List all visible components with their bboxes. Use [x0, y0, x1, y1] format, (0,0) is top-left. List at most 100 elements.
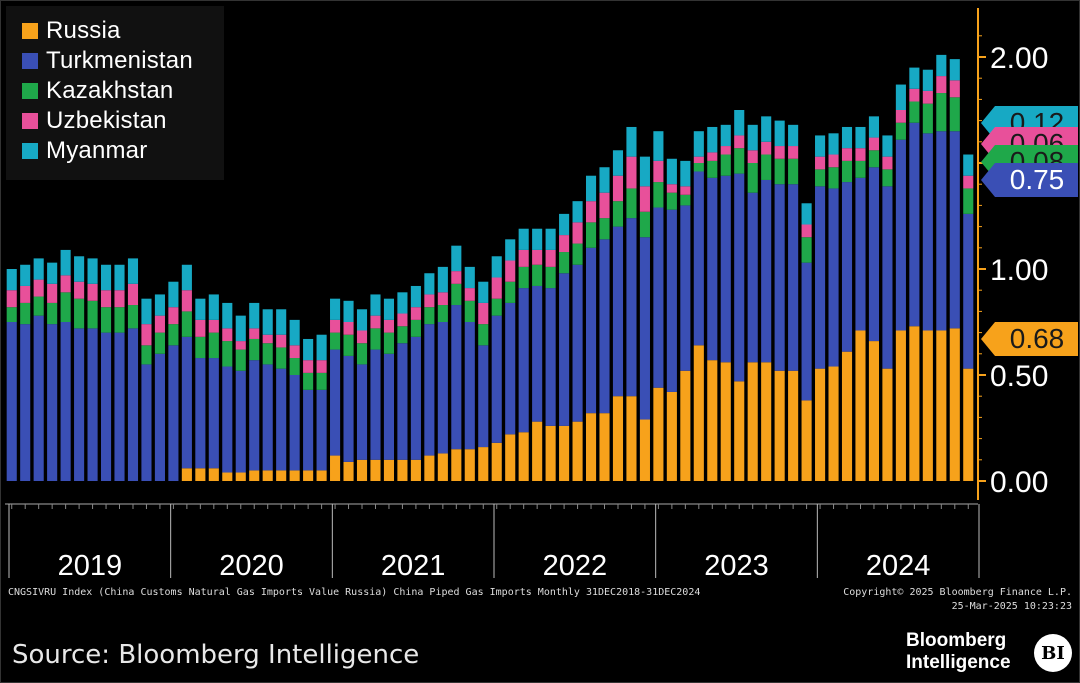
year-label: 2021 [381, 550, 446, 582]
bar-turkmenistan [262, 364, 273, 471]
bar-myanmar [720, 124, 731, 147]
bar-kazakhstan [855, 160, 866, 178]
bar-uzbekistan [424, 294, 435, 308]
bar-kazakhstan [195, 336, 206, 359]
bar-uzbekistan [639, 186, 650, 212]
bar-turkmenistan [397, 343, 408, 460]
bar-kazakhstan [895, 122, 906, 140]
bar-myanmar [599, 167, 610, 193]
bar-kazakhstan [734, 148, 745, 174]
bar-myanmar [249, 302, 260, 329]
bar-uzbekistan [154, 315, 165, 333]
bar-russia [424, 455, 435, 481]
bar-kazakhstan [572, 243, 583, 265]
bar-russia [343, 461, 354, 481]
y-tick-label: 2.00 [990, 42, 1048, 75]
bar-uzbekistan [464, 288, 475, 301]
bar-kazakhstan [127, 305, 139, 329]
year-label: 2022 [543, 550, 608, 582]
bar-russia [410, 459, 421, 481]
brand-line-1: Bloomberg [906, 630, 1007, 651]
bar-turkmenistan [222, 366, 233, 473]
bar-turkmenistan [276, 368, 287, 471]
bar-kazakhstan [693, 163, 704, 172]
bar-kazakhstan [114, 307, 125, 333]
bar-myanmar [774, 120, 785, 147]
bar-uzbekistan [491, 277, 502, 299]
bar-kazakhstan [20, 302, 31, 325]
bar-kazakhstan [639, 211, 650, 238]
bar-turkmenistan [666, 209, 677, 392]
bar-myanmar [47, 262, 58, 284]
bar-turkmenistan [451, 305, 462, 450]
bar-turkmenistan [545, 288, 556, 426]
legend-item-turkmenistan: Turkmenistan [6, 46, 224, 76]
bar-uzbekistan [47, 283, 58, 303]
legend-label: Myanmar [46, 137, 148, 164]
bar-myanmar [60, 249, 71, 276]
bar-myanmar [235, 315, 246, 342]
bar-turkmenistan [60, 322, 71, 481]
bar-russia [801, 400, 812, 481]
bar-myanmar [868, 116, 880, 138]
bar-turkmenistan [6, 322, 17, 481]
year-label: 2023 [704, 550, 769, 582]
bar-kazakhstan [841, 160, 853, 183]
bar-uzbekistan [330, 319, 341, 333]
bar-turkmenistan [410, 336, 421, 460]
bar-kazakhstan [356, 343, 368, 365]
bar-kazakhstan [249, 338, 260, 361]
bar-uzbekistan [316, 360, 327, 373]
bar-myanmar [195, 298, 206, 320]
bar-uzbekistan [370, 315, 381, 329]
bar-uzbekistan [693, 156, 704, 163]
bar-myanmar [343, 300, 354, 322]
bar-turkmenistan [87, 328, 98, 481]
bar-myanmar [33, 258, 44, 280]
bar-russia [774, 370, 785, 481]
bar-russia [761, 362, 772, 481]
bar-kazakhstan [666, 192, 677, 210]
bar-uzbekistan [262, 334, 273, 344]
bar-kazakhstan [397, 326, 408, 344]
bar-uzbekistan [815, 156, 826, 170]
end-value-tag [981, 163, 1078, 197]
bar-uzbekistan [100, 290, 112, 308]
bar-myanmar [222, 302, 233, 329]
bar-russia [949, 328, 960, 481]
bar-kazakhstan [491, 298, 502, 316]
bar-kazakhstan [680, 194, 691, 206]
bar-myanmar [289, 319, 300, 346]
bar-turkmenistan [599, 239, 610, 414]
bar-russia [505, 434, 516, 481]
bar-turkmenistan [680, 205, 691, 371]
bar-russia [666, 391, 677, 481]
bar-kazakhstan [208, 332, 219, 359]
legend-swatch [22, 53, 38, 69]
bar-uzbekistan [114, 290, 125, 308]
bi-badge-icon: BI [1034, 634, 1072, 672]
brand-line-2: Intelligence [906, 652, 1011, 673]
bar-myanmar [895, 84, 906, 110]
bar-uzbekistan [505, 260, 516, 282]
bar-turkmenistan [316, 389, 327, 471]
bar-russia [437, 453, 448, 481]
bar-myanmar [639, 156, 650, 187]
bar-myanmar [424, 273, 435, 295]
bar-myanmar [585, 175, 597, 202]
bar-uzbekistan [666, 184, 677, 193]
bar-myanmar [572, 201, 583, 223]
bar-uzbekistan [60, 275, 71, 293]
bar-russia [464, 449, 475, 481]
bar-kazakhstan [141, 345, 152, 365]
bar-turkmenistan [936, 131, 947, 331]
bar-uzbekistan [33, 279, 44, 297]
bar-myanmar [168, 281, 179, 308]
bar-myanmar [734, 110, 745, 136]
bar-kazakhstan [303, 372, 314, 390]
bar-turkmenistan [370, 349, 381, 460]
source-text: Source: Bloomberg Intelligence [12, 640, 420, 670]
y-tick-label: 0.00 [990, 466, 1048, 499]
bar-russia [235, 472, 246, 481]
